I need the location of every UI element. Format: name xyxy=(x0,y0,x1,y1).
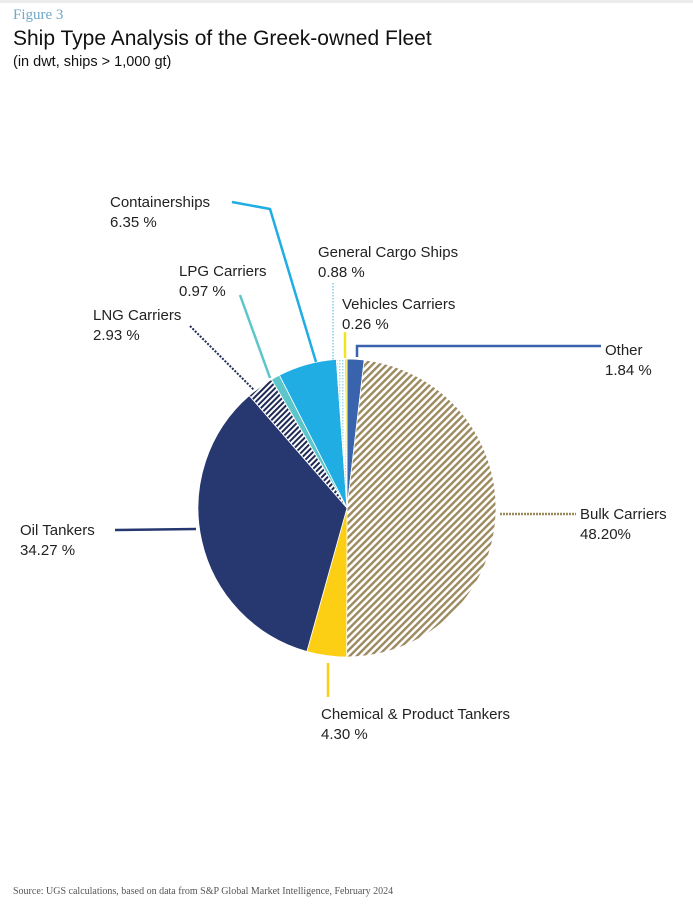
leader-oil xyxy=(114,527,197,532)
leader-other xyxy=(355,344,601,357)
chart-title: Ship Type Analysis of the Greek-owned Fl… xyxy=(13,27,432,50)
label-general-cargo: General Cargo Ships 0.88 % xyxy=(318,244,459,281)
label-lpg: LPG Carriers 0.97 % xyxy=(179,263,267,300)
label-bulk: Bulk Carriers 48.20% xyxy=(580,506,667,543)
figure-label: Figure 3 xyxy=(13,7,64,23)
source-note: Source: UGS calculations, based on data … xyxy=(13,886,394,897)
label-other: Other 1.84 % xyxy=(605,342,652,379)
leader-lng xyxy=(189,325,255,391)
slice-oil-tankers xyxy=(197,394,348,652)
slice-vehicles-carriers xyxy=(344,358,348,509)
label-vehicles: Vehicles Carriers 0.26 % xyxy=(342,296,456,333)
leader-containerships xyxy=(231,200,318,363)
label-lng: LNG Carriers 2.93 % xyxy=(93,307,182,344)
top-divider xyxy=(0,0,693,3)
label-containerships: Containerships 6.35 % xyxy=(110,194,211,231)
label-chemical: Chemical & Product Tankers 4.30 % xyxy=(321,706,510,743)
leader-lpg xyxy=(238,294,272,379)
pie-slices xyxy=(197,358,497,658)
chart-subtitle: (in dwt, ships > 1,000 gt) xyxy=(13,54,172,70)
label-oil: Oil Tankers 34.27 % xyxy=(20,522,95,559)
slice-bulk-carriers xyxy=(346,359,497,658)
